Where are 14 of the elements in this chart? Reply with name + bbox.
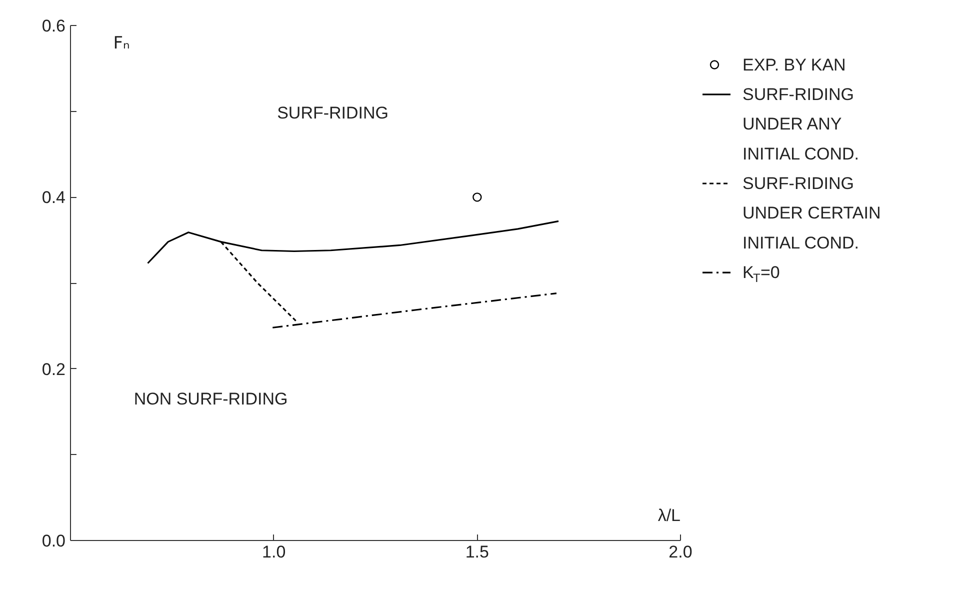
y-axis-title: Fₙ bbox=[113, 34, 130, 54]
x-tick-label: 2.0 bbox=[668, 542, 692, 562]
legend-label: EXP. BY KAN bbox=[742, 55, 846, 74]
y-tick-label: 0.6 bbox=[42, 16, 66, 36]
x-axis-title: λ/L bbox=[658, 506, 681, 526]
legend-label: SURF-RIDING UNDER ANY INITIAL COND. bbox=[742, 84, 859, 164]
x-tick-label: 1.5 bbox=[465, 542, 489, 562]
y-tick-label: 0.4 bbox=[42, 188, 66, 208]
y-tick-label: 0.2 bbox=[42, 360, 66, 379]
y-tick-label: 0.0 bbox=[42, 532, 66, 550]
annotation: NON SURF-RIDING bbox=[134, 389, 288, 408]
x-tick-label: 1.0 bbox=[262, 542, 286, 562]
legend-label: SURF-RIDING UNDER CERTAIN INITIAL COND. bbox=[742, 174, 881, 252]
annotation: SURF-RIDING bbox=[277, 104, 389, 123]
